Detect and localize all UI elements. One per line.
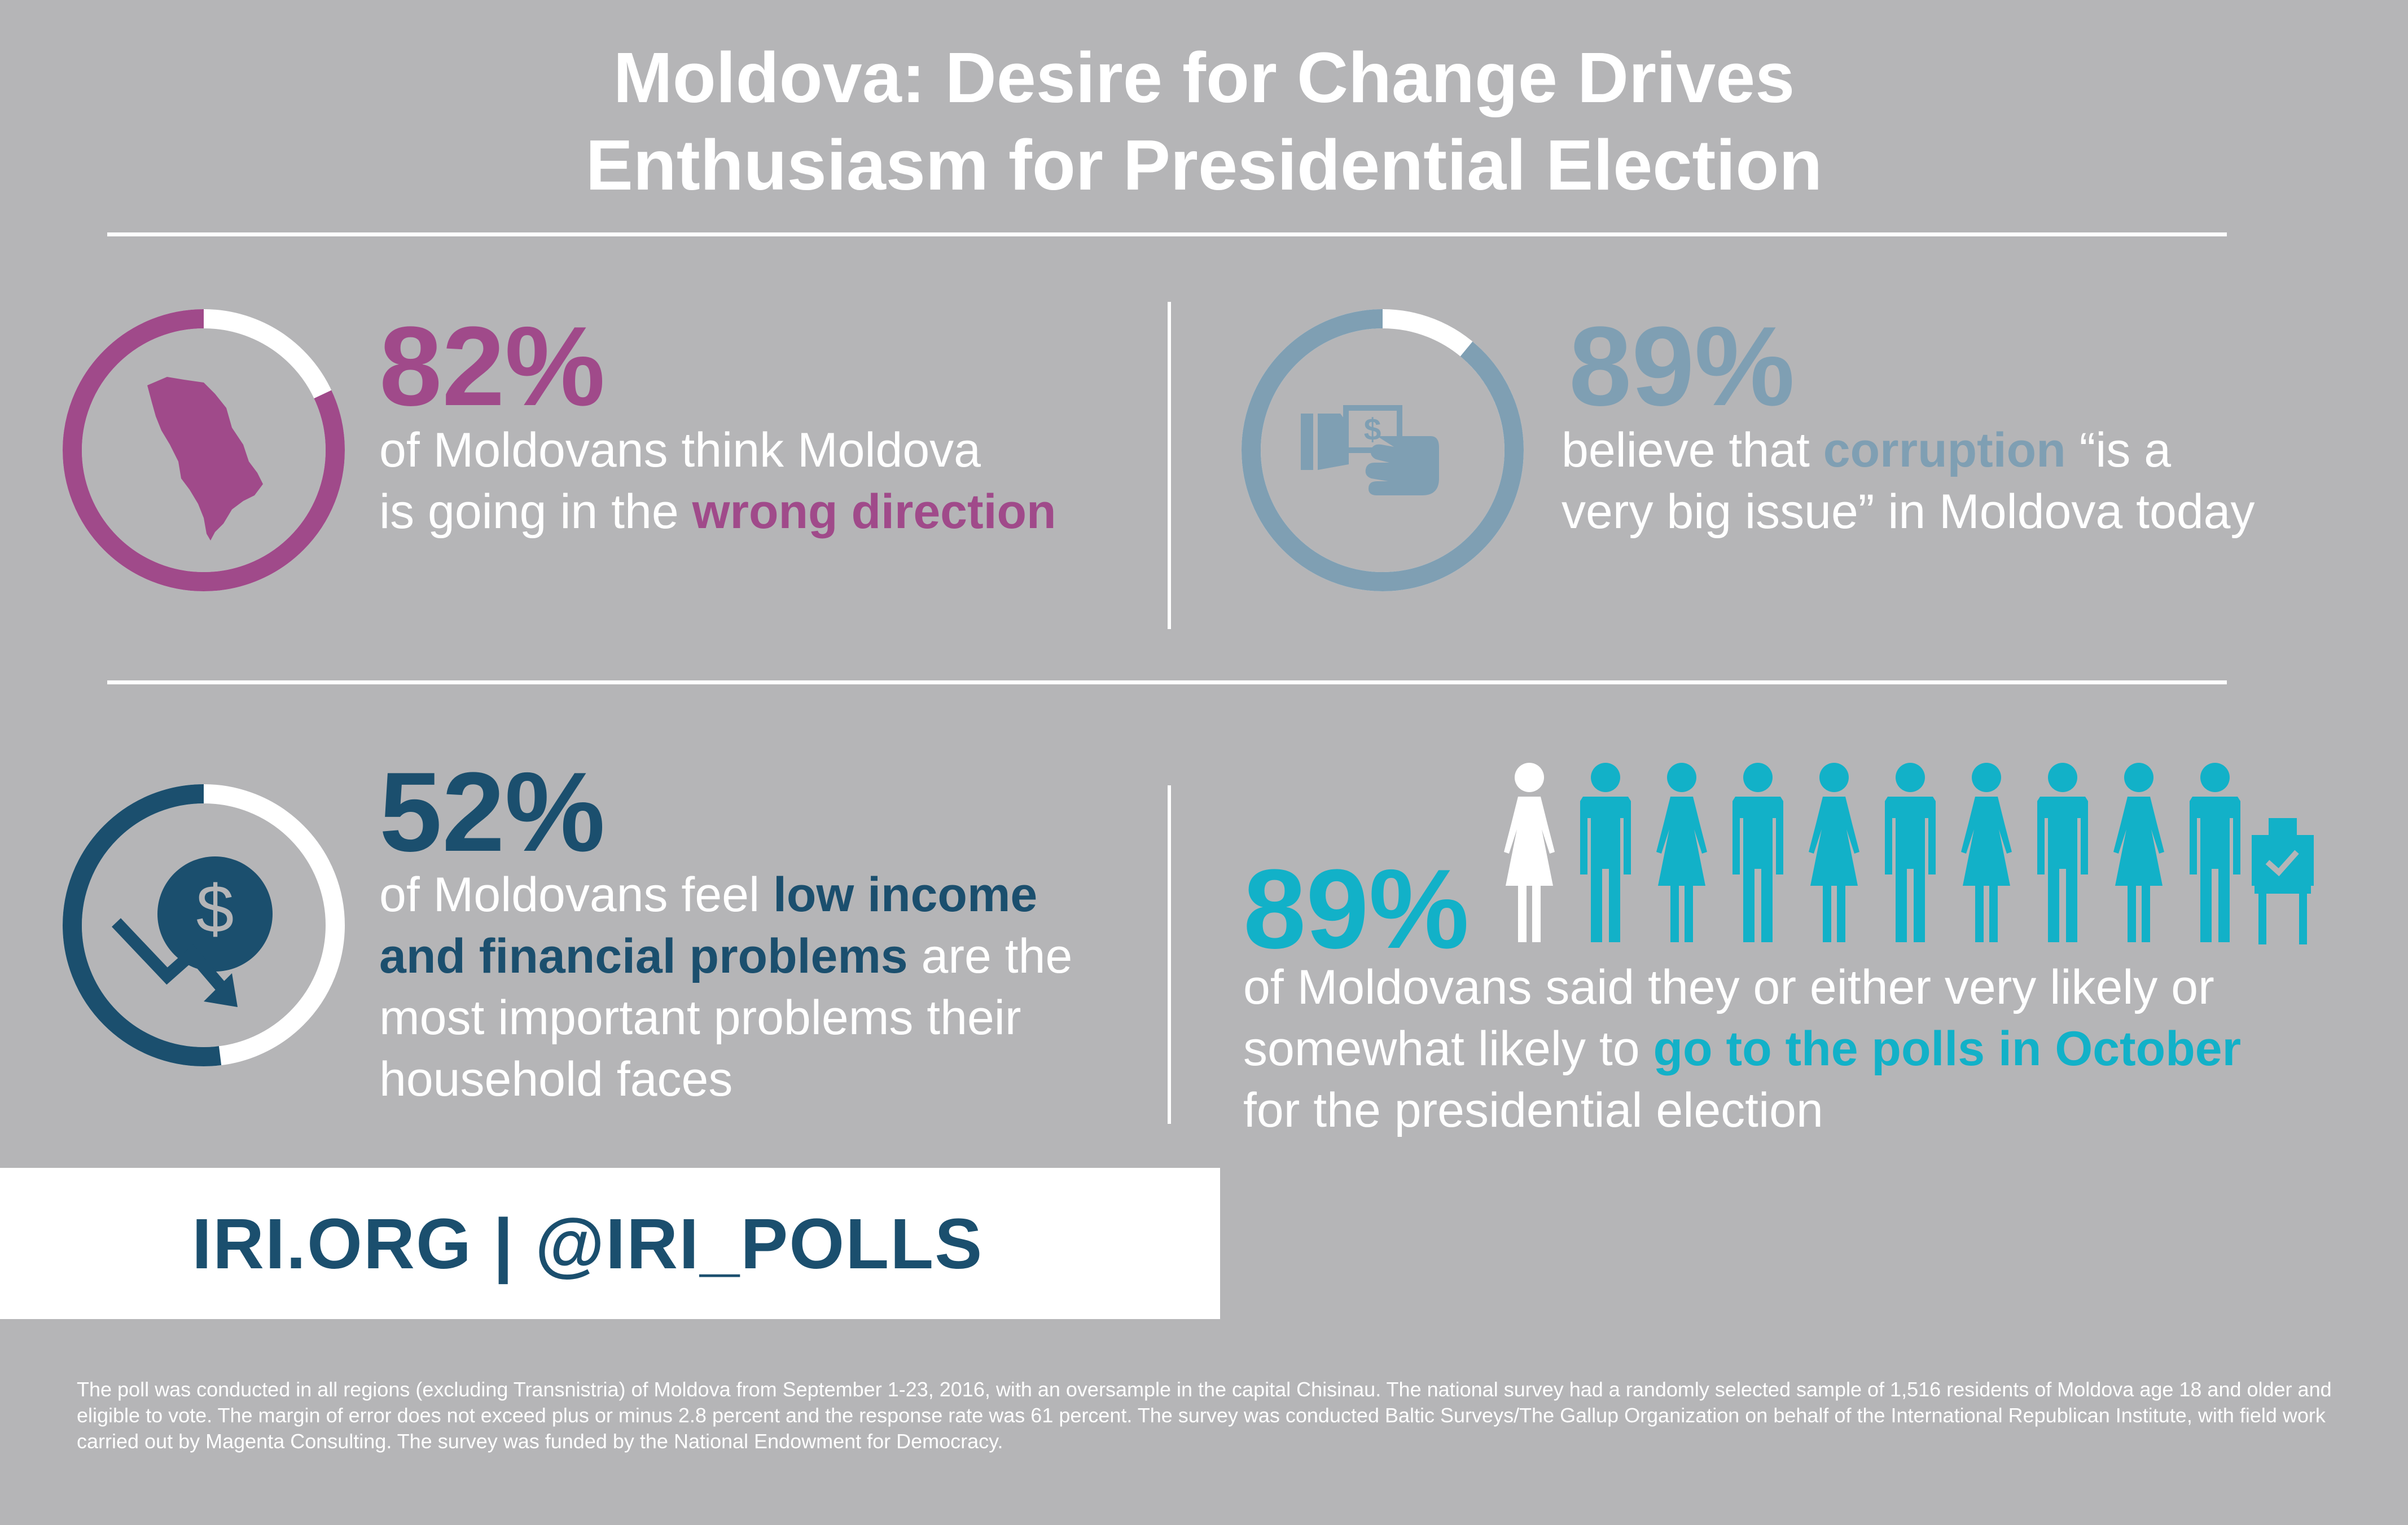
svg-text:$: $ — [1364, 412, 1381, 447]
footer-banner — [0, 1168, 1220, 1319]
divider-middle — [107, 680, 2227, 684]
title-line-1: Moldova: Desire for Change Drives — [613, 38, 1795, 117]
stat-52-ring: $ — [63, 784, 345, 1066]
person-icon — [2113, 763, 2164, 942]
divider-top — [107, 232, 2227, 236]
stat-82-ring — [63, 309, 345, 591]
person-icon — [1732, 763, 1783, 942]
person-icon — [2190, 763, 2240, 942]
stat-52-value: 52% — [379, 749, 606, 875]
divider-vertical-bottom — [1168, 785, 1171, 1124]
svg-text:$: $ — [196, 871, 234, 947]
falling-dollar-icon: $ — [112, 856, 273, 1007]
divider-vertical-top — [1168, 302, 1171, 629]
bribe-hand-money-icon: $ — [1301, 405, 1439, 495]
person-icon — [1885, 763, 1936, 942]
stat-89-polls-value: 89% — [1243, 846, 1470, 972]
person-icon — [1580, 763, 1631, 942]
moldova-map-icon — [147, 377, 263, 540]
stat-89-polls-text: of Moldovans said they or either very li… — [1243, 960, 2242, 1137]
stat-82-text: of Moldovans think Moldova is going in t… — [379, 423, 1056, 539]
stat-89-corruption-value: 89% — [1569, 304, 1795, 429]
person-icon — [1809, 763, 1859, 942]
title-line-2: Enthusiasm for Presidential Election — [585, 125, 1823, 205]
stat-82-value: 82% — [379, 304, 606, 429]
stat-89-corruption-text: believe that corruption “is a very big i… — [1562, 423, 2255, 539]
person-icon — [1656, 763, 1707, 942]
person-icon — [2037, 763, 2088, 942]
stat-89-corruption-ring: $ — [1242, 309, 1524, 591]
ballot-box-icon — [2252, 818, 2314, 944]
methodology-note: The poll was conducted in all regions (e… — [77, 1378, 2332, 1453]
footer-links[interactable]: IRI.ORG | @IRI_POLLS — [192, 1204, 984, 1284]
page-title: Moldova: Desire for Change Drives Enthus… — [0, 34, 2408, 209]
people-voting-icon — [1504, 763, 2314, 944]
stat-52-text: of Moldovans feel low income and financi… — [379, 868, 1073, 1106]
person-icon — [1961, 763, 2012, 942]
person-icon-white — [1504, 763, 1555, 942]
